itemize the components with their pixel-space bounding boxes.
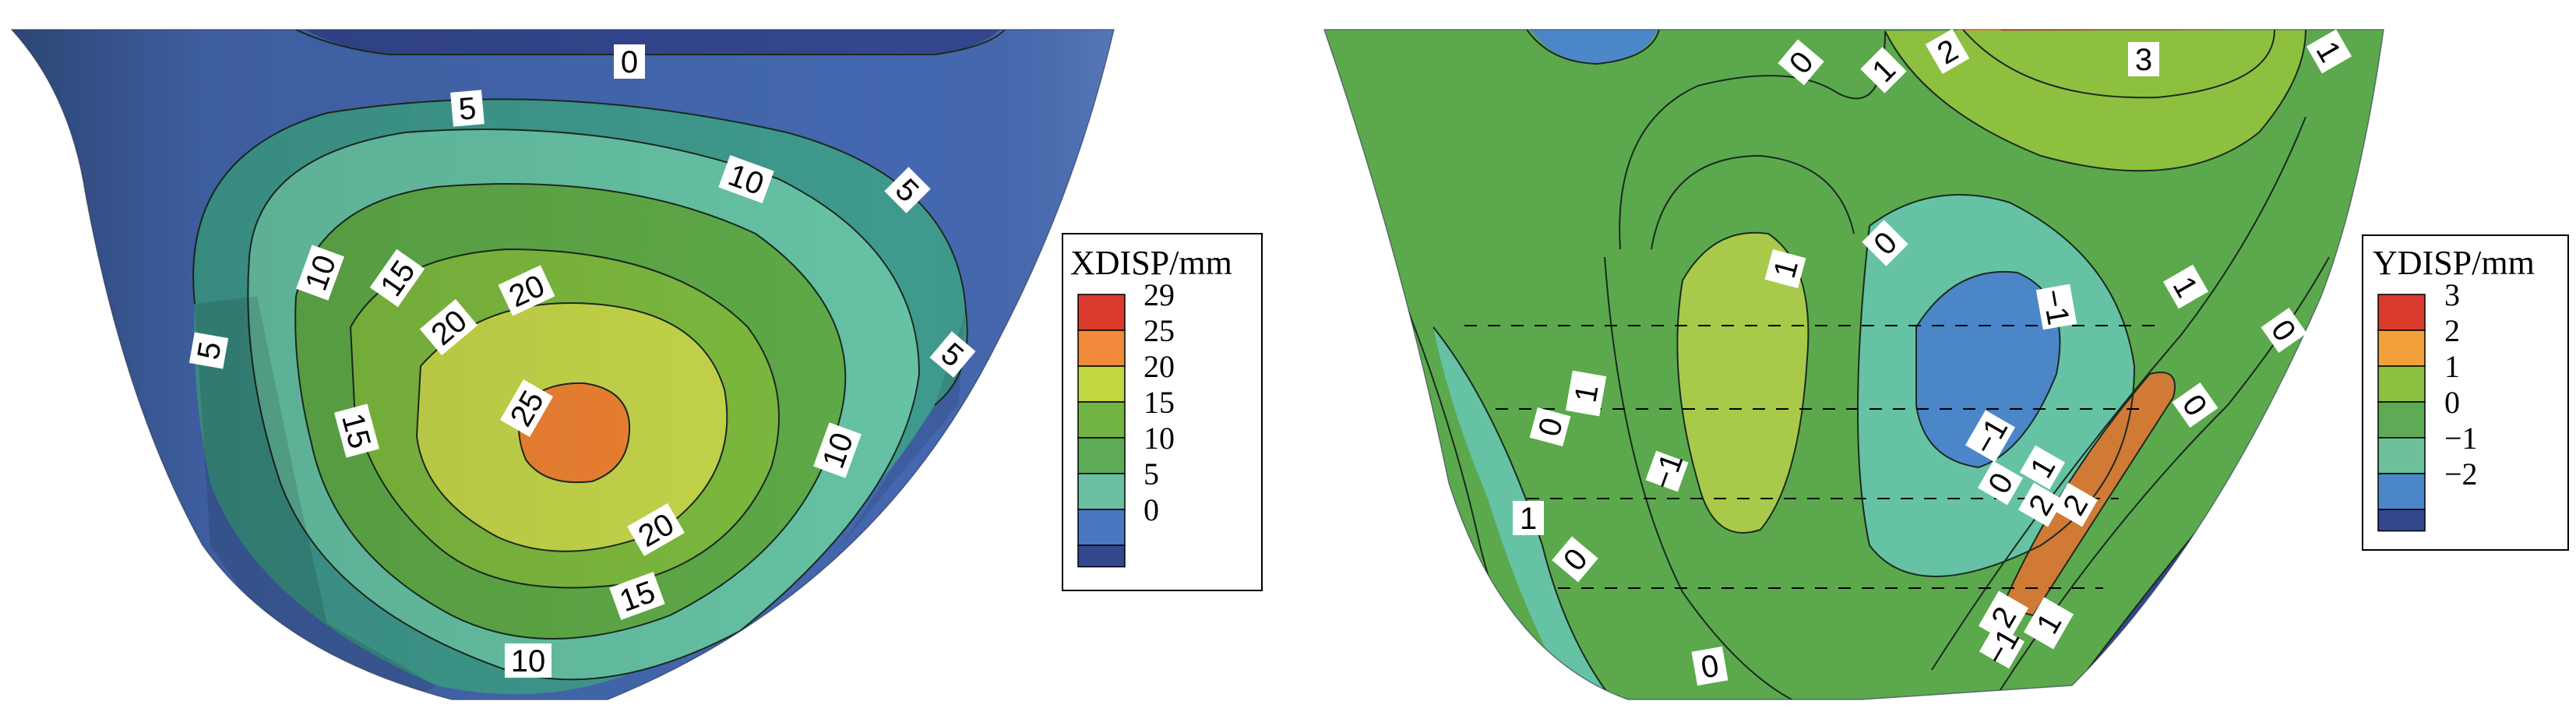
legend-swatch [1077, 330, 1126, 367]
contour-label: 0 [621, 45, 638, 79]
legend-swatch [2377, 401, 2426, 439]
legend-value: 2 [2444, 313, 2460, 348]
contour-label: 5 [457, 91, 477, 127]
legend-swatch [2377, 509, 2426, 532]
legend-value: 1 [2444, 349, 2460, 384]
legend-swatch [2377, 330, 2426, 367]
legend-title: XDISP/mm [1070, 244, 1232, 282]
legend-swatch [1077, 437, 1126, 474]
ydisp-contour-plot [1324, 30, 2384, 700]
legend-swatch [1077, 294, 1126, 331]
legend-value: 15 [1144, 385, 1175, 420]
legend-swatch [2377, 294, 2426, 331]
legend-swatch [1077, 544, 1126, 568]
legend-value: −2 [2444, 456, 2478, 492]
legend-swatch [1077, 365, 1126, 403]
contour-label: 10 [511, 644, 546, 678]
legend-value: −1 [2444, 421, 2478, 456]
legend-swatch [2377, 365, 2426, 403]
contour-label: −1 [2035, 287, 2075, 328]
contour-label: 1 [1520, 502, 1537, 536]
contour-label: 3 [2135, 43, 2152, 77]
ydisp-contour-labels: 0 1 2 3 1 1 0 −1 1 0 −1 0 1 0 2 2 1 0 −1… [1513, 28, 2352, 686]
legend-value: 10 [1144, 421, 1175, 456]
legend-value: 0 [1144, 492, 1159, 527]
legend-swatch [1077, 401, 1126, 439]
legend-value: 3 [2444, 277, 2460, 312]
legend-swatch [2377, 437, 2426, 474]
legend-value: 0 [2444, 385, 2460, 420]
legend-value: 29 [1144, 277, 1175, 312]
legend-title: YDISP/mm [2373, 244, 2535, 282]
legend-value: 20 [1144, 349, 1175, 384]
legend-swatch [2377, 473, 2426, 510]
legend-swatch [1077, 473, 1126, 510]
legend-value: 25 [1144, 313, 1175, 348]
legend-swatch [1077, 509, 1126, 546]
legend-value: 5 [1144, 456, 1159, 492]
